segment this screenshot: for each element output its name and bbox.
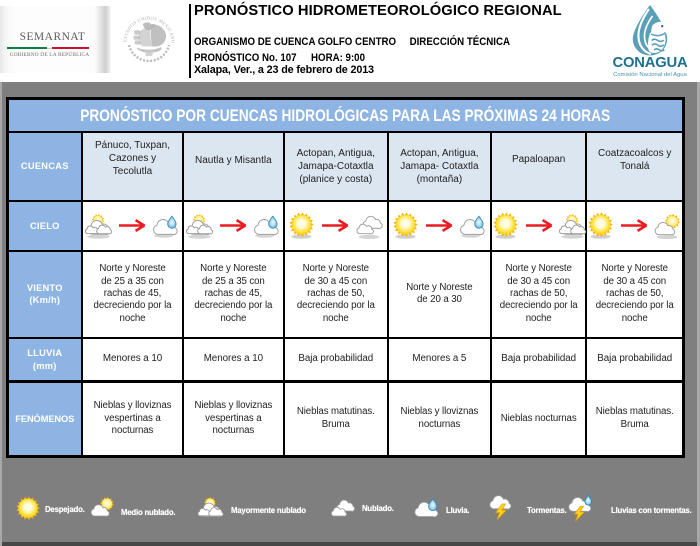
- svg-text:Comisión Nacional del Agua: Comisión Nacional del Agua: [613, 72, 687, 77]
- svg-text:CONAGUA: CONAGUA: [612, 55, 688, 71]
